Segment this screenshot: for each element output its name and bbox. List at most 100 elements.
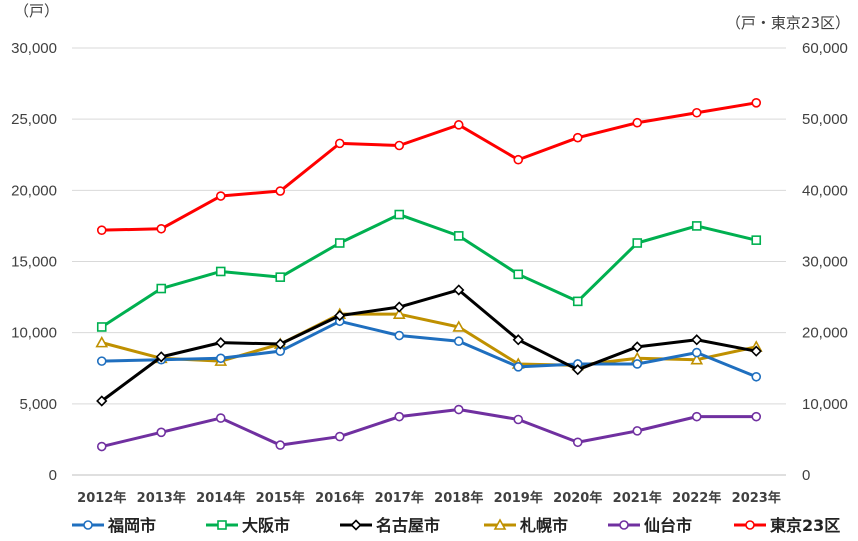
data-point [392, 307, 406, 319]
data-point [275, 440, 286, 450]
data-point [691, 347, 702, 358]
legend-item: 名古屋市 [340, 516, 440, 535]
data-point [394, 330, 405, 341]
right-tick-label: 10,000 [802, 396, 848, 413]
data-point [493, 518, 507, 530]
x-tick-label: 2022年 [672, 490, 721, 506]
data-point [572, 132, 583, 143]
data-point [394, 140, 405, 151]
data-point [631, 341, 643, 353]
data-point [394, 411, 405, 422]
data-point [751, 235, 762, 245]
right-tick-label: 0 [802, 467, 810, 484]
data-point [334, 138, 345, 149]
left-tick-label: 5,000 [19, 396, 57, 413]
x-tick-label: 2021年 [613, 490, 662, 506]
x-tick-label: 2012年 [77, 490, 126, 506]
legend-label: 東京23区 [770, 516, 840, 535]
data-point [334, 309, 346, 322]
x-tick-label: 2015年 [256, 490, 305, 506]
right-tick-label: 30,000 [802, 254, 848, 271]
series-5 [96, 97, 762, 235]
left-axis-unit: （戸） [14, 2, 59, 20]
data-point [632, 117, 643, 128]
data-point [513, 414, 524, 425]
data-point [632, 359, 643, 369]
series-2 [96, 284, 762, 407]
data-point [690, 353, 704, 365]
series-line [100, 408, 758, 449]
left-tick-label: 0 [49, 467, 57, 484]
right-tick-label: 60,000 [802, 40, 848, 57]
data-point [334, 431, 345, 442]
data-point [453, 404, 464, 415]
data-point [453, 284, 465, 296]
data-point [334, 238, 345, 248]
x-tick-label: 2016年 [315, 490, 364, 506]
series-layer [95, 97, 763, 452]
data-point [691, 107, 702, 118]
data-point [96, 225, 107, 235]
data-point [453, 231, 464, 241]
data-point [632, 426, 643, 436]
right-tick-label: 50,000 [802, 111, 848, 128]
data-point [96, 395, 108, 407]
data-point [156, 427, 167, 438]
right-y-axis: 0 10,000 20,000 30,000 40,000 50,000 60,000 [802, 40, 848, 484]
legend-label: 名古屋市 [376, 516, 440, 535]
data-point [691, 221, 702, 231]
x-tick-label: 2020年 [553, 490, 602, 506]
data-point [217, 520, 227, 530]
legend-item: 札幌市 [484, 516, 568, 535]
x-tick-label: 2018年 [434, 490, 483, 506]
legend-item: 福岡市 [72, 516, 156, 535]
legend-label: 福岡市 [107, 516, 156, 535]
data-point [691, 334, 703, 346]
series-line [100, 319, 758, 379]
legend-item: 仙台市 [608, 516, 692, 535]
data-point [572, 296, 583, 307]
data-point [691, 411, 702, 422]
data-point [751, 97, 762, 108]
right-tick-label: 20,000 [802, 325, 848, 342]
data-point [275, 272, 286, 282]
data-point [513, 154, 524, 165]
data-point [452, 320, 466, 332]
data-point [750, 345, 762, 357]
data-point [350, 519, 362, 531]
left-tick-label: 20,000 [11, 182, 57, 199]
data-point [215, 353, 226, 364]
data-point [619, 520, 629, 530]
series-line [100, 288, 758, 403]
data-point [156, 223, 167, 234]
x-tick-label: 2017年 [375, 490, 424, 506]
right-tick-label: 40,000 [802, 182, 848, 199]
gridlines [72, 47, 786, 476]
left-tick-label: 15,000 [11, 254, 57, 271]
data-point [393, 301, 405, 313]
data-point [96, 441, 107, 452]
series-line [100, 312, 758, 367]
legend-label: 札幌市 [519, 516, 568, 535]
data-point [215, 266, 226, 277]
data-point [156, 283, 167, 294]
left-tick-label: 10,000 [11, 325, 57, 342]
data-point [632, 238, 643, 248]
data-point [572, 437, 583, 448]
data-point [215, 336, 227, 349]
x-tick-label: 2019年 [494, 490, 543, 506]
data-point [513, 269, 524, 280]
data-point [275, 186, 286, 196]
data-point [453, 120, 464, 130]
series-line [100, 101, 758, 232]
data-point [512, 334, 524, 346]
left-tick-label: 30,000 [11, 40, 57, 57]
legend-item: 東京23区 [734, 516, 840, 535]
series-4 [96, 404, 762, 452]
series-line [100, 213, 758, 329]
data-point [215, 413, 226, 423]
data-point [394, 209, 405, 220]
legend: 福岡市 大阪市 名古屋市 札幌市 仙台市 東京23区 [72, 516, 840, 535]
data-point [751, 371, 762, 382]
